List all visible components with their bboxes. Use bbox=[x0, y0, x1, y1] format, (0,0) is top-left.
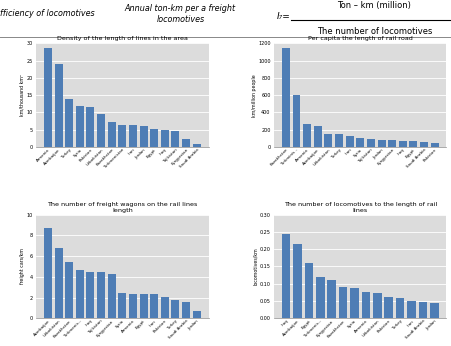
Bar bbox=[193, 144, 201, 147]
Bar bbox=[430, 303, 439, 318]
Bar bbox=[97, 114, 105, 147]
Title: The number of freight wagons on the rail lines
length: The number of freight wagons on the rail… bbox=[47, 201, 198, 213]
Bar bbox=[171, 300, 179, 318]
Bar bbox=[282, 234, 290, 318]
Bar bbox=[129, 294, 137, 318]
Bar bbox=[108, 274, 115, 318]
Title: The number of locomotives to the length of rail
lines: The number of locomotives to the length … bbox=[284, 201, 437, 213]
Bar bbox=[182, 139, 190, 147]
Bar bbox=[108, 122, 115, 147]
Bar bbox=[161, 297, 169, 318]
Bar bbox=[139, 294, 147, 318]
Bar bbox=[76, 106, 84, 147]
Bar bbox=[377, 140, 386, 147]
Bar bbox=[182, 302, 190, 318]
Bar bbox=[76, 270, 84, 318]
Bar bbox=[293, 244, 302, 318]
Text: Ton – km (million): Ton – km (million) bbox=[337, 1, 411, 10]
Bar bbox=[327, 280, 336, 318]
Bar bbox=[118, 125, 126, 147]
Bar bbox=[420, 142, 428, 147]
Text: Efficiency of locomotives: Efficiency of locomotives bbox=[0, 9, 95, 18]
Bar bbox=[282, 48, 290, 147]
Bar bbox=[339, 287, 347, 318]
Bar bbox=[396, 298, 405, 318]
Bar bbox=[118, 293, 126, 318]
Bar bbox=[44, 228, 52, 318]
Bar bbox=[129, 125, 137, 147]
Bar bbox=[55, 248, 63, 318]
Bar bbox=[385, 297, 393, 318]
Text: I₇=: I₇= bbox=[277, 12, 291, 21]
Bar bbox=[193, 311, 201, 318]
Bar bbox=[362, 292, 370, 318]
Bar bbox=[139, 126, 147, 147]
Bar bbox=[161, 130, 169, 147]
Bar bbox=[373, 293, 382, 318]
Y-axis label: km/thousand km²: km/thousand km² bbox=[20, 74, 25, 116]
Y-axis label: km/million people: km/million people bbox=[252, 74, 257, 117]
Bar bbox=[314, 126, 322, 147]
Bar bbox=[388, 140, 396, 147]
Y-axis label: locomotives/km: locomotives/km bbox=[253, 247, 258, 285]
Text: The number of locomotives: The number of locomotives bbox=[317, 27, 432, 36]
Bar bbox=[44, 48, 52, 147]
Bar bbox=[65, 99, 73, 147]
Bar bbox=[335, 134, 343, 147]
Bar bbox=[303, 124, 311, 147]
Title: Per capita the length of rail road: Per capita the length of rail road bbox=[308, 36, 413, 42]
Title: Density of the length of lines in the area: Density of the length of lines in the ar… bbox=[57, 36, 188, 42]
Bar bbox=[150, 129, 158, 147]
Bar bbox=[410, 141, 417, 147]
Bar bbox=[431, 143, 439, 147]
Bar bbox=[150, 294, 158, 318]
Bar bbox=[87, 272, 94, 318]
Bar bbox=[399, 141, 407, 147]
Bar bbox=[55, 64, 63, 147]
Bar bbox=[305, 263, 313, 318]
Bar bbox=[407, 301, 416, 318]
Bar bbox=[367, 139, 375, 147]
Bar bbox=[350, 288, 359, 318]
Bar bbox=[316, 277, 325, 318]
Bar bbox=[97, 272, 105, 318]
Bar bbox=[356, 138, 364, 147]
Bar bbox=[324, 134, 332, 147]
Bar bbox=[65, 262, 73, 318]
Bar bbox=[87, 107, 94, 147]
Y-axis label: freight cars/km: freight cars/km bbox=[20, 248, 25, 284]
Bar bbox=[293, 95, 300, 147]
Text: Annual ton-km per a freight
locomotives: Annual ton-km per a freight locomotives bbox=[125, 4, 236, 24]
Bar bbox=[345, 136, 354, 147]
Bar bbox=[419, 302, 427, 318]
Bar bbox=[171, 131, 179, 147]
